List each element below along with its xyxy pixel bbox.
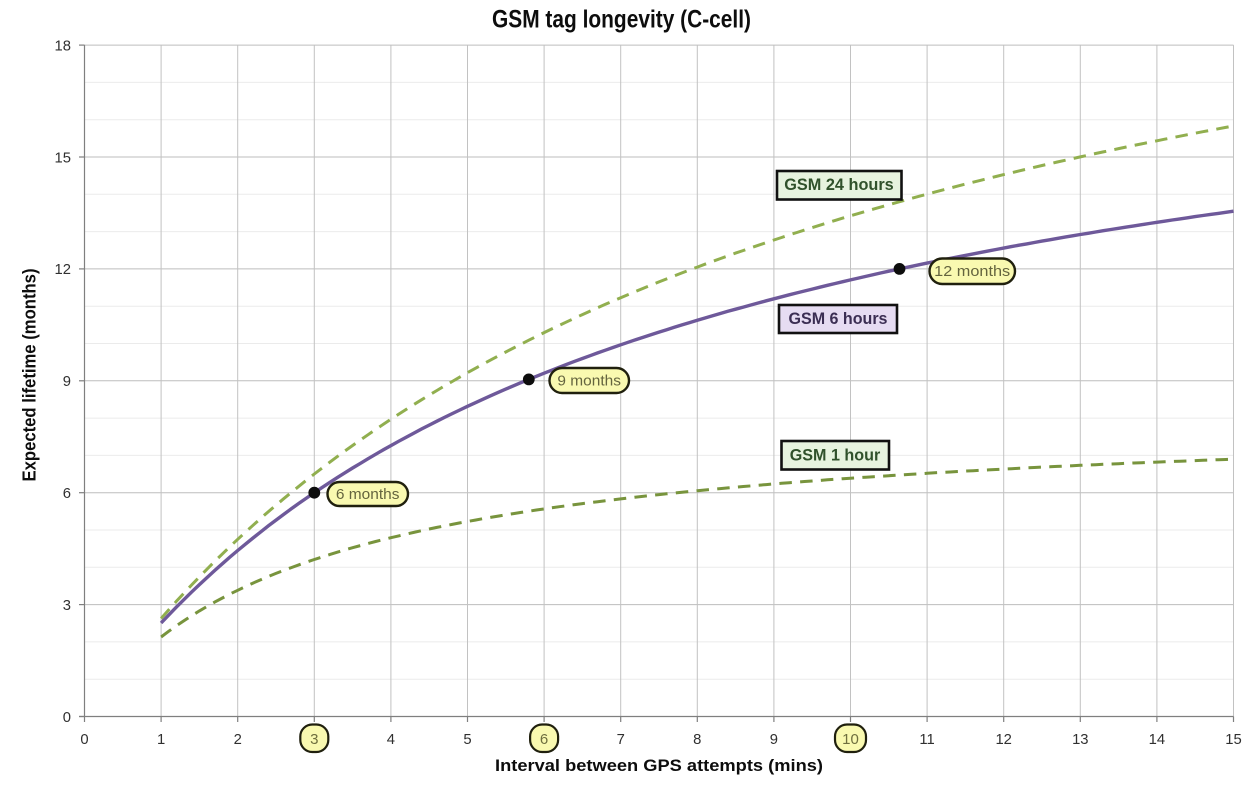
- svg-text:1: 1: [157, 732, 165, 748]
- svg-text:7: 7: [617, 732, 625, 748]
- svg-text:14: 14: [1149, 732, 1165, 748]
- svg-text:6: 6: [540, 731, 548, 748]
- svg-text:10: 10: [842, 731, 859, 748]
- svg-text:9: 9: [63, 374, 71, 390]
- svg-text:11: 11: [919, 732, 934, 748]
- svg-text:GSM 6 hours: GSM 6 hours: [789, 309, 888, 328]
- svg-text:GSM 1 hour: GSM 1 hour: [790, 445, 881, 464]
- svg-text:12: 12: [995, 732, 1011, 748]
- svg-text:12: 12: [55, 262, 71, 278]
- svg-text:3: 3: [63, 598, 71, 614]
- svg-text:GSM 24 hours: GSM 24 hours: [784, 175, 894, 194]
- svg-text:15: 15: [1225, 732, 1241, 748]
- svg-text:9 months: 9 months: [557, 374, 621, 390]
- svg-text:3: 3: [310, 731, 318, 748]
- svg-text:12 months: 12 months: [934, 264, 1010, 280]
- svg-text:GSM tag longevity (C-cell): GSM tag longevity (C-cell): [492, 6, 751, 34]
- svg-text:2: 2: [234, 732, 242, 748]
- svg-text:6 months: 6 months: [336, 487, 400, 503]
- svg-text:Expected lifetime (months): Expected lifetime (months): [20, 269, 40, 482]
- svg-text:6: 6: [63, 486, 71, 502]
- svg-text:9: 9: [770, 732, 778, 748]
- svg-text:5: 5: [463, 732, 471, 748]
- svg-text:0: 0: [80, 732, 88, 748]
- svg-text:18: 18: [55, 38, 71, 54]
- svg-text:0: 0: [63, 710, 71, 726]
- svg-text:15: 15: [55, 150, 71, 166]
- svg-text:8: 8: [693, 732, 701, 748]
- svg-text:4: 4: [387, 732, 395, 748]
- svg-text:13: 13: [1072, 732, 1088, 748]
- svg-text:Interval between GPS attempts: Interval between GPS attempts (mins): [495, 756, 823, 775]
